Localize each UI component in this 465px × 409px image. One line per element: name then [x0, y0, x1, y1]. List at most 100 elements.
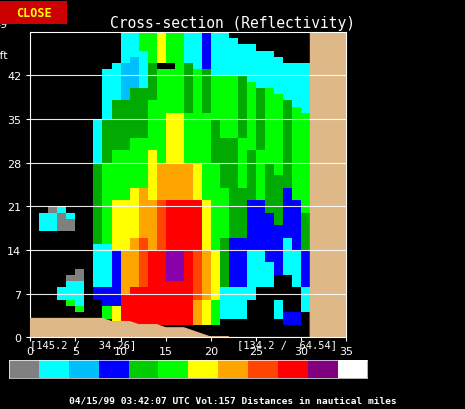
Bar: [159, 360, 188, 378]
Bar: [184, 163, 193, 201]
Bar: [75, 269, 85, 281]
Bar: [310, 70, 319, 138]
Bar: [193, 250, 202, 300]
Bar: [57, 288, 66, 300]
Text: CLOSE: CLOSE: [16, 7, 52, 20]
Bar: [202, 250, 211, 300]
Bar: [39, 213, 48, 232]
Bar: [129, 360, 159, 378]
Bar: [66, 281, 75, 300]
Bar: [292, 250, 301, 288]
Bar: [120, 33, 130, 64]
Bar: [148, 201, 157, 250]
Bar: [102, 70, 112, 120]
Bar: [193, 33, 202, 70]
Bar: [184, 33, 193, 64]
Bar: [157, 163, 166, 201]
Bar: [148, 101, 157, 151]
Bar: [202, 201, 211, 250]
Bar: [157, 300, 166, 325]
Bar: [148, 151, 157, 201]
Polygon shape: [310, 300, 346, 337]
Bar: [229, 288, 238, 319]
Bar: [211, 33, 220, 83]
Bar: [120, 201, 130, 250]
Bar: [265, 163, 274, 213]
Bar: [265, 89, 274, 163]
Bar: [310, 263, 319, 300]
Bar: [301, 250, 310, 288]
Bar: [310, 126, 319, 225]
Bar: [218, 360, 248, 378]
Bar: [66, 213, 75, 232]
Bar: [283, 101, 292, 188]
Bar: [120, 294, 130, 325]
Bar: [202, 70, 211, 114]
Bar: [39, 360, 69, 378]
Bar: [66, 300, 75, 306]
Bar: [184, 294, 193, 325]
Bar: [166, 114, 175, 163]
Bar: [148, 33, 157, 64]
Bar: [202, 300, 211, 325]
Bar: [130, 89, 139, 138]
Bar: [112, 64, 120, 101]
Bar: [211, 201, 220, 250]
Bar: [202, 163, 211, 201]
Bar: [130, 58, 139, 89]
Bar: [193, 114, 202, 163]
Bar: [283, 188, 292, 238]
Bar: [193, 163, 202, 201]
Bar: [39, 325, 48, 337]
Bar: [292, 107, 301, 201]
Bar: [139, 188, 148, 238]
Bar: [211, 250, 220, 300]
Bar: [238, 188, 247, 238]
Bar: [256, 201, 265, 250]
Bar: [248, 360, 278, 378]
Bar: [338, 360, 367, 378]
Bar: [229, 238, 238, 288]
Bar: [139, 288, 148, 325]
Bar: [157, 33, 166, 64]
Bar: [9, 360, 39, 378]
Bar: [184, 114, 193, 163]
Bar: [229, 188, 238, 238]
Bar: [120, 101, 130, 151]
Bar: [175, 250, 184, 281]
Bar: [256, 151, 265, 201]
Bar: [265, 213, 274, 263]
Bar: [130, 138, 139, 188]
Bar: [139, 33, 148, 64]
Bar: [102, 288, 112, 306]
Bar: [139, 238, 148, 288]
Bar: [112, 201, 120, 250]
Bar: [102, 120, 112, 163]
Bar: [301, 213, 310, 250]
Bar: [283, 64, 292, 132]
Bar: [66, 219, 75, 232]
Bar: [229, 76, 238, 138]
Bar: [130, 238, 139, 288]
Bar: [220, 33, 229, 89]
Bar: [193, 201, 202, 250]
Bar: [120, 64, 130, 101]
Bar: [247, 201, 256, 250]
Bar: [48, 213, 57, 232]
Text: 49: 49: [0, 20, 8, 30]
Bar: [292, 201, 301, 250]
Text: [145.2 /   34.26]: [145.2 / 34.26]: [30, 339, 136, 350]
Bar: [308, 360, 338, 378]
Bar: [229, 39, 238, 95]
Bar: [175, 64, 184, 114]
Bar: [256, 250, 265, 288]
Bar: [166, 201, 175, 250]
Bar: [120, 250, 130, 294]
Bar: [93, 244, 102, 288]
Bar: [75, 306, 85, 312]
Text: Cross-section (Reflectivity): Cross-section (Reflectivity): [110, 16, 355, 31]
Bar: [274, 225, 283, 275]
Bar: [130, 33, 139, 64]
Bar: [247, 250, 256, 300]
Bar: [292, 64, 301, 132]
